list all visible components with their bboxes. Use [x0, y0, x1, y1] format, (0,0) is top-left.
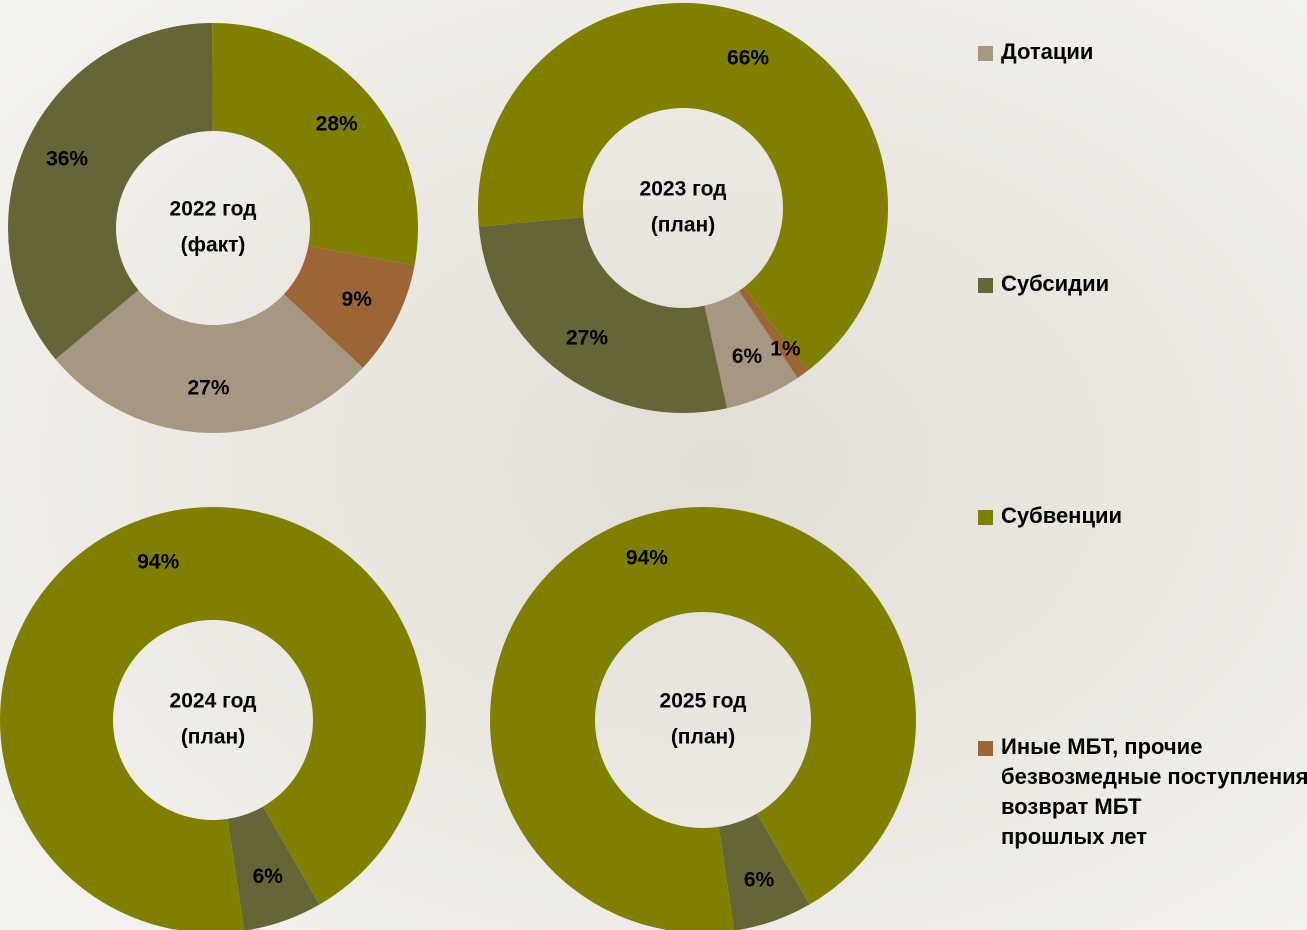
donut-slice: [478, 217, 728, 413]
data-label: 6%: [744, 869, 775, 892]
data-label: 6%: [732, 345, 763, 368]
chart-title: 2023 год: [640, 178, 727, 201]
data-label: 6%: [253, 865, 284, 888]
donut-slice: [227, 806, 320, 930]
data-label: 27%: [566, 327, 608, 350]
data-label: 1%: [770, 337, 801, 360]
legend-label: Дотации: [1001, 39, 1093, 64]
data-label: 9%: [342, 288, 373, 311]
donut-slice: [0, 507, 426, 930]
legend-label-line: Иные МБТ, прочие: [1001, 734, 1202, 759]
legend-swatch: [978, 510, 993, 525]
legend-label: Субвенции: [1001, 503, 1122, 528]
chart-title: 2022 год: [170, 198, 257, 221]
donut-slice: [55, 290, 363, 433]
legend-label-line: возврат МБТ: [1001, 794, 1142, 819]
chart-title: (план): [651, 214, 715, 237]
data-label: 94%: [626, 547, 668, 570]
donut-slice: [490, 507, 916, 930]
legend-label: Иные МБТ, прочие безвозмедные поступления…: [1001, 734, 1307, 849]
donut-slice: [283, 245, 415, 368]
chart-title: (факт): [181, 234, 246, 257]
legend-swatch: [978, 741, 993, 756]
legend-swatch: [978, 278, 993, 293]
legend-label-line: прошлых лет: [1001, 824, 1147, 849]
legend-label-line: безвозмедные поступления,: [1001, 764, 1307, 789]
data-label: 28%: [316, 112, 358, 135]
data-label: 94%: [137, 550, 179, 573]
donut-slice: [212, 23, 418, 266]
chart-title: 2025 год: [660, 690, 747, 713]
donut-slice: [718, 813, 810, 930]
donut-slice: [704, 290, 798, 409]
donut-slice: [738, 287, 809, 378]
data-label: 27%: [187, 376, 229, 399]
data-label: 36%: [46, 148, 88, 171]
chart-title: (план): [181, 726, 245, 749]
donut-slice: [478, 3, 888, 371]
legend-label: Субсидии: [1001, 271, 1109, 296]
legend-swatch: [978, 46, 993, 61]
chart-title: (план): [671, 726, 735, 749]
donut-slice: [7, 23, 213, 360]
chart-title: 2024 год: [170, 690, 257, 713]
data-label: 66%: [727, 47, 769, 70]
